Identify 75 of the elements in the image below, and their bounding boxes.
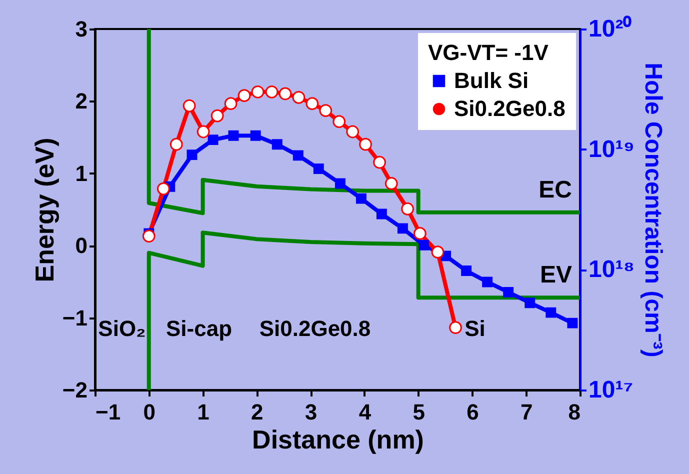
point [186,150,198,160]
y2-axis-title: Hole Concentration (cm⁻³) [640,62,667,358]
x-tick-label: 4 [358,400,372,424]
point [278,87,292,100]
point [196,125,210,138]
point [170,138,183,151]
y2-tick-label: 10²⁰ [588,16,632,42]
point [373,156,386,169]
point [292,150,304,161]
point [224,97,238,110]
x-tick-label: 6 [466,400,479,424]
point [524,298,536,308]
point [546,307,556,318]
y2-tick-label: 10¹⁷ [588,376,634,404]
point [359,138,372,151]
point [228,130,239,141]
legend-title: VG-VT= -1V [428,40,549,65]
x-axis-title: Distance (nm) [252,424,424,454]
legend-label: Si0.2Ge0.8 [454,96,566,121]
point [356,193,366,204]
point [346,125,360,138]
y2-tick-label: 10¹⁹ [588,136,635,163]
point [265,85,278,98]
annotation: Si0.2Ge0.8 [259,316,371,341]
point [376,208,387,220]
y2-tick-label: 10¹⁸ [588,256,635,284]
y-tick-label: 0 [75,233,88,258]
series-label: EC [538,176,572,204]
x-tick-label: 3 [304,400,318,424]
x-tick-label: 2 [251,400,264,424]
point [250,130,261,141]
point [251,85,264,98]
point [414,227,426,240]
x-tick-label: 0 [143,400,156,424]
point [292,90,306,104]
point [182,99,196,112]
point [313,164,324,174]
point [431,246,444,259]
y-tick-label: −2 [62,378,88,402]
point [332,115,346,128]
point [461,266,472,276]
point [503,286,514,298]
y-tick-label: 1 [75,160,88,186]
point [397,223,408,234]
point [208,134,218,146]
point [334,178,346,189]
y-tick-label: 3 [75,16,88,42]
x-tick-label: 5 [412,400,425,424]
point [418,240,429,250]
annotation: Si [464,316,486,341]
x-tick-label: 8 [568,400,580,424]
legend-label: Bulk Si [454,68,529,93]
point [210,109,224,122]
point [156,182,170,196]
point [449,321,462,334]
series-label: EV [540,262,572,289]
x-tick-label: −1 [96,400,121,424]
x-tick-label: 1 [197,400,210,424]
x-tick-label: 7 [520,400,533,424]
point [567,318,578,328]
point [306,97,319,110]
annotation: Si-cap [166,316,232,341]
line-series [146,230,582,392]
y-tick-label: −1 [62,305,88,330]
point [384,177,398,190]
y-tick-label: 2 [75,88,88,114]
point [401,202,414,216]
point [319,104,332,117]
point [238,89,251,102]
y-axis-title: Energy (eV) [29,138,60,282]
point [482,276,493,288]
point [272,139,282,150]
line-series [146,27,582,216]
point [142,230,156,243]
annotation: SiO₂ [98,316,146,341]
